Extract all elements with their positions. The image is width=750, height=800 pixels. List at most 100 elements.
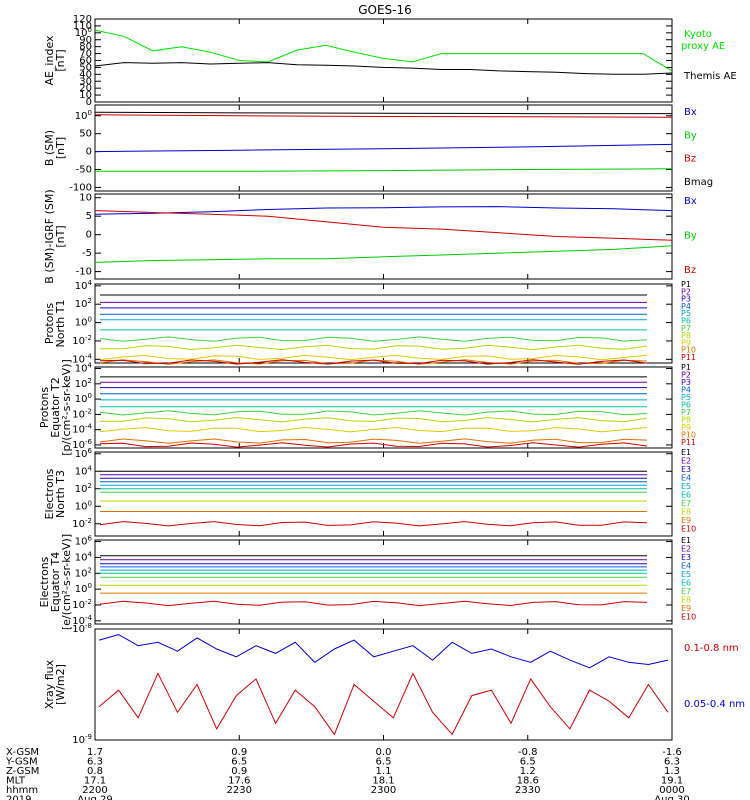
footer-row-label-0: X-GSM xyxy=(6,747,39,758)
footer-value-0-2: 0.0 xyxy=(376,747,392,758)
panel-3-legend-P9: P9 xyxy=(681,338,691,347)
panel-3-legend-P2: P2 xyxy=(681,287,691,296)
panel-4-legend-P8: P8 xyxy=(681,416,691,425)
panel-3-legend-P7: P7 xyxy=(681,324,691,333)
panel-0-series-0 xyxy=(94,29,673,72)
panel-0-tick-label-11: 110 xyxy=(73,21,92,32)
panel-3-channel-P9 xyxy=(99,354,648,361)
figure-title: GOES-16 xyxy=(358,3,412,17)
footer-row-label-5: 2019 xyxy=(6,795,31,800)
panel-7-ylabel: [W/m2] xyxy=(54,664,67,705)
panel-4-channel-P8 xyxy=(100,416,648,423)
panel-7-ylabel: Xray flux xyxy=(43,659,56,709)
panel-1-tick-label-0: -100 xyxy=(69,182,92,193)
footer-value-2-3: 1.2 xyxy=(520,766,536,777)
panel-1-ylabel: [nT] xyxy=(54,137,67,159)
panel-1-tick-label-3: 50 xyxy=(79,129,92,140)
footer-value-2-2: 1.1 xyxy=(376,766,392,777)
panel-5-tick-label-1: 100 xyxy=(75,499,92,512)
panel-1-legend-0: Bx xyxy=(684,107,697,118)
panel-4-frame xyxy=(94,366,673,449)
panel-5-legend-E1: E1 xyxy=(681,448,691,457)
panel-3-channel-P8 xyxy=(100,344,648,351)
panel-3-frame xyxy=(94,283,673,364)
footer-value-0-3: -0.8 xyxy=(518,747,538,758)
panel-0-tick-label-5: 50 xyxy=(79,62,92,73)
panel-6-legend-E7: E7 xyxy=(681,587,691,596)
panel-4-legend-P6: P6 xyxy=(681,401,691,410)
ephemeris-footer: X-GSM 1.7 0.9 0.0 -0.8 -1.6 Y-GSM 6.3 6.5 6.5 6.5 6… xyxy=(5,747,690,800)
footer-row-label-2: Z-GSM xyxy=(6,766,39,777)
panel-2-series-0 xyxy=(94,206,673,215)
panel-5-legend-E3: E3 xyxy=(681,465,691,474)
panel-7-tick-label-1: 10-8 xyxy=(72,622,92,635)
panel-6-legend-E2: E2 xyxy=(681,545,691,554)
panel-7: Xray flux[W/m2] 10-9 10-8 0.1-0.8 nm 0.05-0.… xyxy=(43,622,745,746)
panel-5-ylabel: Electrons xyxy=(43,468,56,519)
panel-3-tick-label-4: 104 xyxy=(75,279,93,292)
panel-4-tick-label-0: 10-6 xyxy=(72,438,92,451)
footer-row-label-1: Y-GSM xyxy=(5,757,38,768)
panel-6-legend-E6: E6 xyxy=(681,579,691,588)
panel-6-channel-E10 xyxy=(99,600,648,607)
footer-row-label-4: hhmm xyxy=(6,785,38,796)
panel-5-channel-E10 xyxy=(99,521,648,527)
panel-7-series-1 xyxy=(98,634,669,669)
footer-value-5-4: Aug 30 xyxy=(654,795,689,800)
footer-value-3-2: 18.1 xyxy=(372,776,394,787)
panel-7-series-0 xyxy=(98,672,669,736)
footer-value-1-4: 6.3 xyxy=(664,757,680,768)
panel-0: AE_index[nT] 0102030405060708090100110120… xyxy=(43,14,737,108)
panel-4-legend-P7: P7 xyxy=(681,408,691,417)
panel-6-legend-E9: E9 xyxy=(681,604,691,613)
panel-1-tick-label-1: -50 xyxy=(76,165,92,176)
footer-value-4-1: 2230 xyxy=(227,785,252,796)
panel-5-legend-E6: E6 xyxy=(681,491,691,500)
panel-2-tick-label-4: 10 xyxy=(79,193,92,204)
panel-1-series-1 xyxy=(95,168,673,172)
panel-5-legend-E5: E5 xyxy=(681,482,691,491)
panel-5-frame xyxy=(94,451,673,537)
panel-1-frame xyxy=(94,104,673,192)
panel-4-legend-P11: P11 xyxy=(681,438,696,447)
panel-4-legend-P5: P5 xyxy=(681,393,691,402)
panel-3-ylabel: Protons xyxy=(43,303,56,344)
footer-value-3-0: 17.1 xyxy=(84,776,106,787)
panel-4-channel-P9 xyxy=(99,426,648,433)
panel-0-tick-label-0: 0 xyxy=(86,97,92,108)
panel-4-tick-label-2: 10-2 xyxy=(72,407,92,420)
panel-1-series-0 xyxy=(94,143,673,153)
panel-6-legend-E8: E8 xyxy=(681,596,691,605)
panel-2-ylabel: [nT] xyxy=(54,225,67,247)
panel-6-frame xyxy=(94,539,673,625)
panel-1-tick-label-2: 0 xyxy=(86,147,92,158)
panel-4-legend-P9: P9 xyxy=(681,423,691,432)
panel-2-ylabel: B (SM)-IGRF (SM) xyxy=(43,189,56,283)
panel-5-legend-E10: E10 xyxy=(681,525,696,534)
panel-1-legend-3: Bmag xyxy=(684,177,713,188)
panel-2-legend-0: Bx xyxy=(684,196,697,207)
panel-3-tick-label-3: 102 xyxy=(75,297,92,310)
panel-2-tick-label-2: 0 xyxy=(86,230,92,241)
footer-value-4-0: 2200 xyxy=(82,785,107,796)
panel-0-tick-label-8: 80 xyxy=(79,42,92,53)
panel-7-legend-1: 0.05-0.4 nm xyxy=(684,699,745,710)
footer-value-4-4: 0000 xyxy=(659,785,684,796)
panel-4-legend-P4: P4 xyxy=(681,386,691,395)
footer-value-5-0: Aug 29 xyxy=(77,795,112,800)
panel-5-tick-label-3: 104 xyxy=(75,464,93,477)
footer-value-3-4: 19.1 xyxy=(661,776,683,787)
panel-1-legend-2: Bz xyxy=(684,154,696,165)
panel-5-tick-label-2: 102 xyxy=(75,482,92,495)
panel-6-legend-E5: E5 xyxy=(681,570,691,579)
panel-5-ylabel: North T3 xyxy=(54,470,67,518)
panel-stack: AE_index[nT]0102030405060708090100110120… xyxy=(38,14,745,746)
panel-2-series-2 xyxy=(94,210,673,241)
panel-6-legend-E1: E1 xyxy=(681,536,691,545)
panel-4-legend-P2: P2 xyxy=(681,371,691,380)
panel-2-legend-2: Bz xyxy=(684,265,696,276)
